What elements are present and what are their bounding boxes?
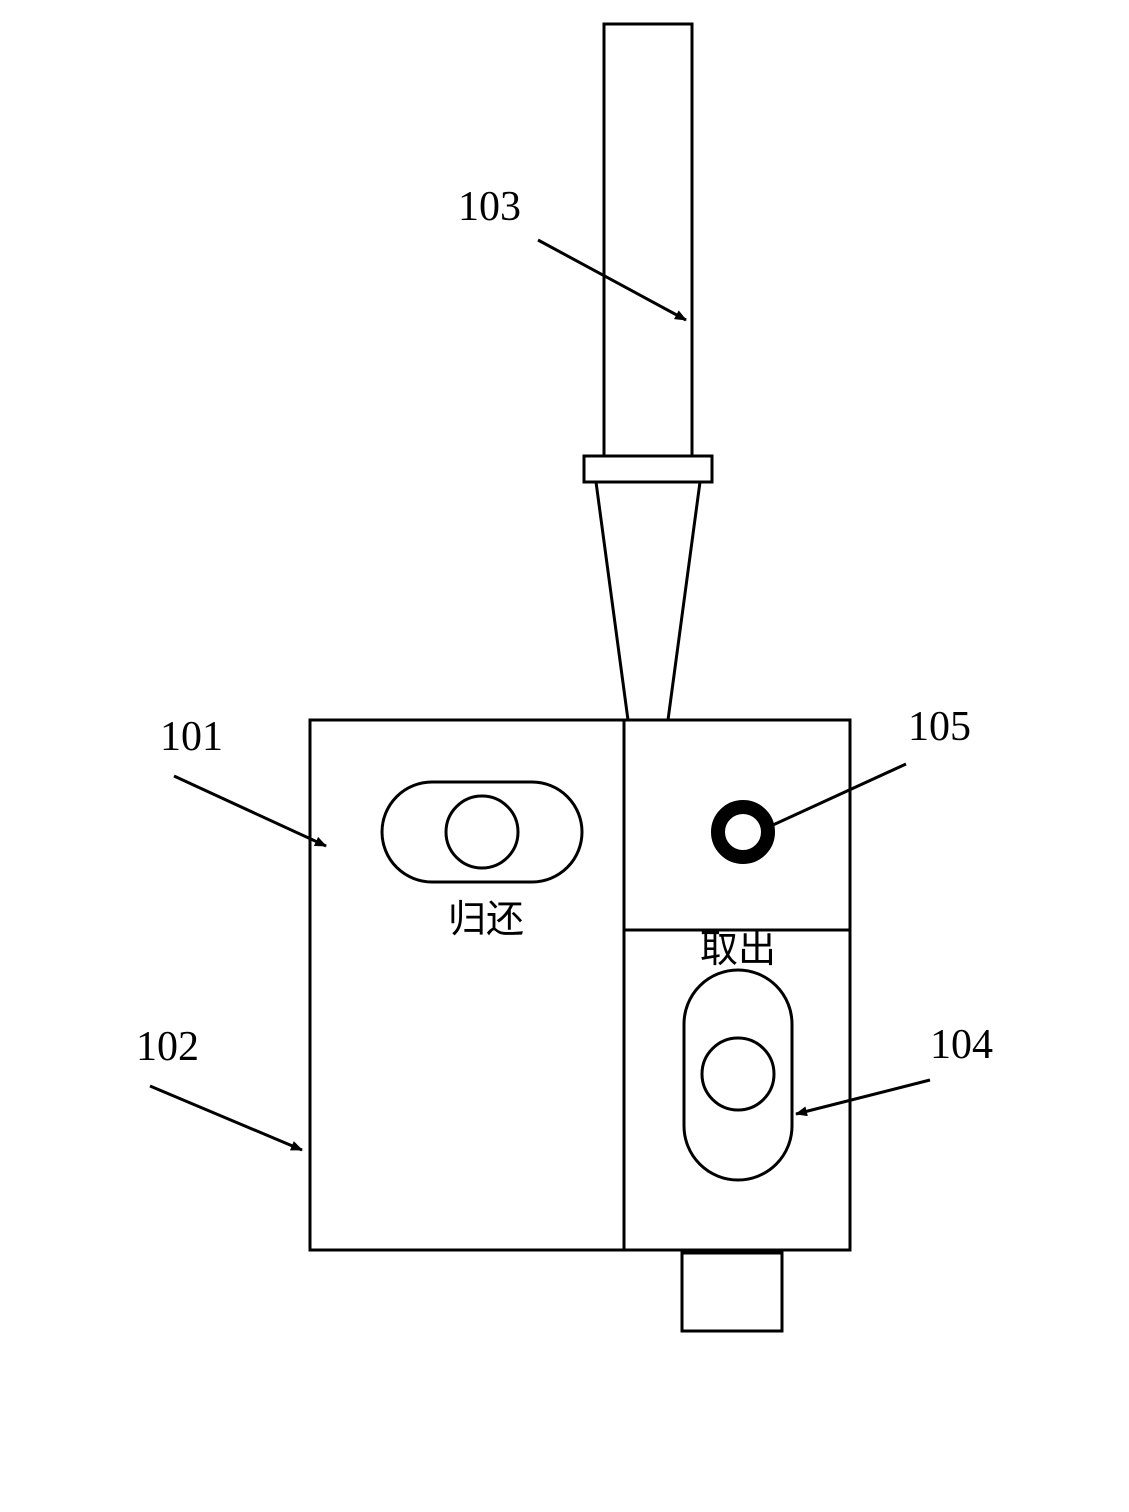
callout-104-text: 104	[930, 1022, 993, 1068]
technical-diagram: 归还 取出 101 102 103 104 105	[0, 0, 1129, 1512]
thick-ring-icon	[718, 807, 768, 857]
take-slot	[684, 970, 792, 1180]
callout-103: 103	[458, 184, 686, 320]
callout-105-text: 105	[908, 704, 971, 750]
callout-103-text: 103	[458, 184, 521, 230]
callout-102: 102	[136, 1024, 302, 1150]
callout-104: 104	[796, 1022, 993, 1114]
return-slot-circle	[446, 796, 518, 868]
callout-102-text: 102	[136, 1024, 199, 1070]
callout-101-text: 101	[160, 714, 223, 760]
pipe-collar-rect	[584, 456, 712, 482]
callout-101-arrow	[174, 776, 326, 846]
callout-103-arrow	[538, 240, 686, 320]
bottom-stub-rect	[682, 1253, 782, 1331]
callout-101: 101	[160, 714, 326, 846]
return-label: 归还	[448, 899, 524, 941]
take-slot-circle	[702, 1038, 774, 1110]
pipe-top-rect	[604, 24, 692, 456]
callout-104-arrow	[796, 1080, 930, 1114]
callout-105-arrow	[762, 764, 906, 830]
take-label: 取出	[700, 929, 776, 971]
inner-bottom-rect	[624, 930, 850, 1250]
inner-top-rect	[624, 720, 850, 930]
callout-105: 105	[762, 704, 971, 830]
pipe-funnel-poly	[596, 482, 700, 720]
callout-102-arrow	[150, 1086, 302, 1150]
